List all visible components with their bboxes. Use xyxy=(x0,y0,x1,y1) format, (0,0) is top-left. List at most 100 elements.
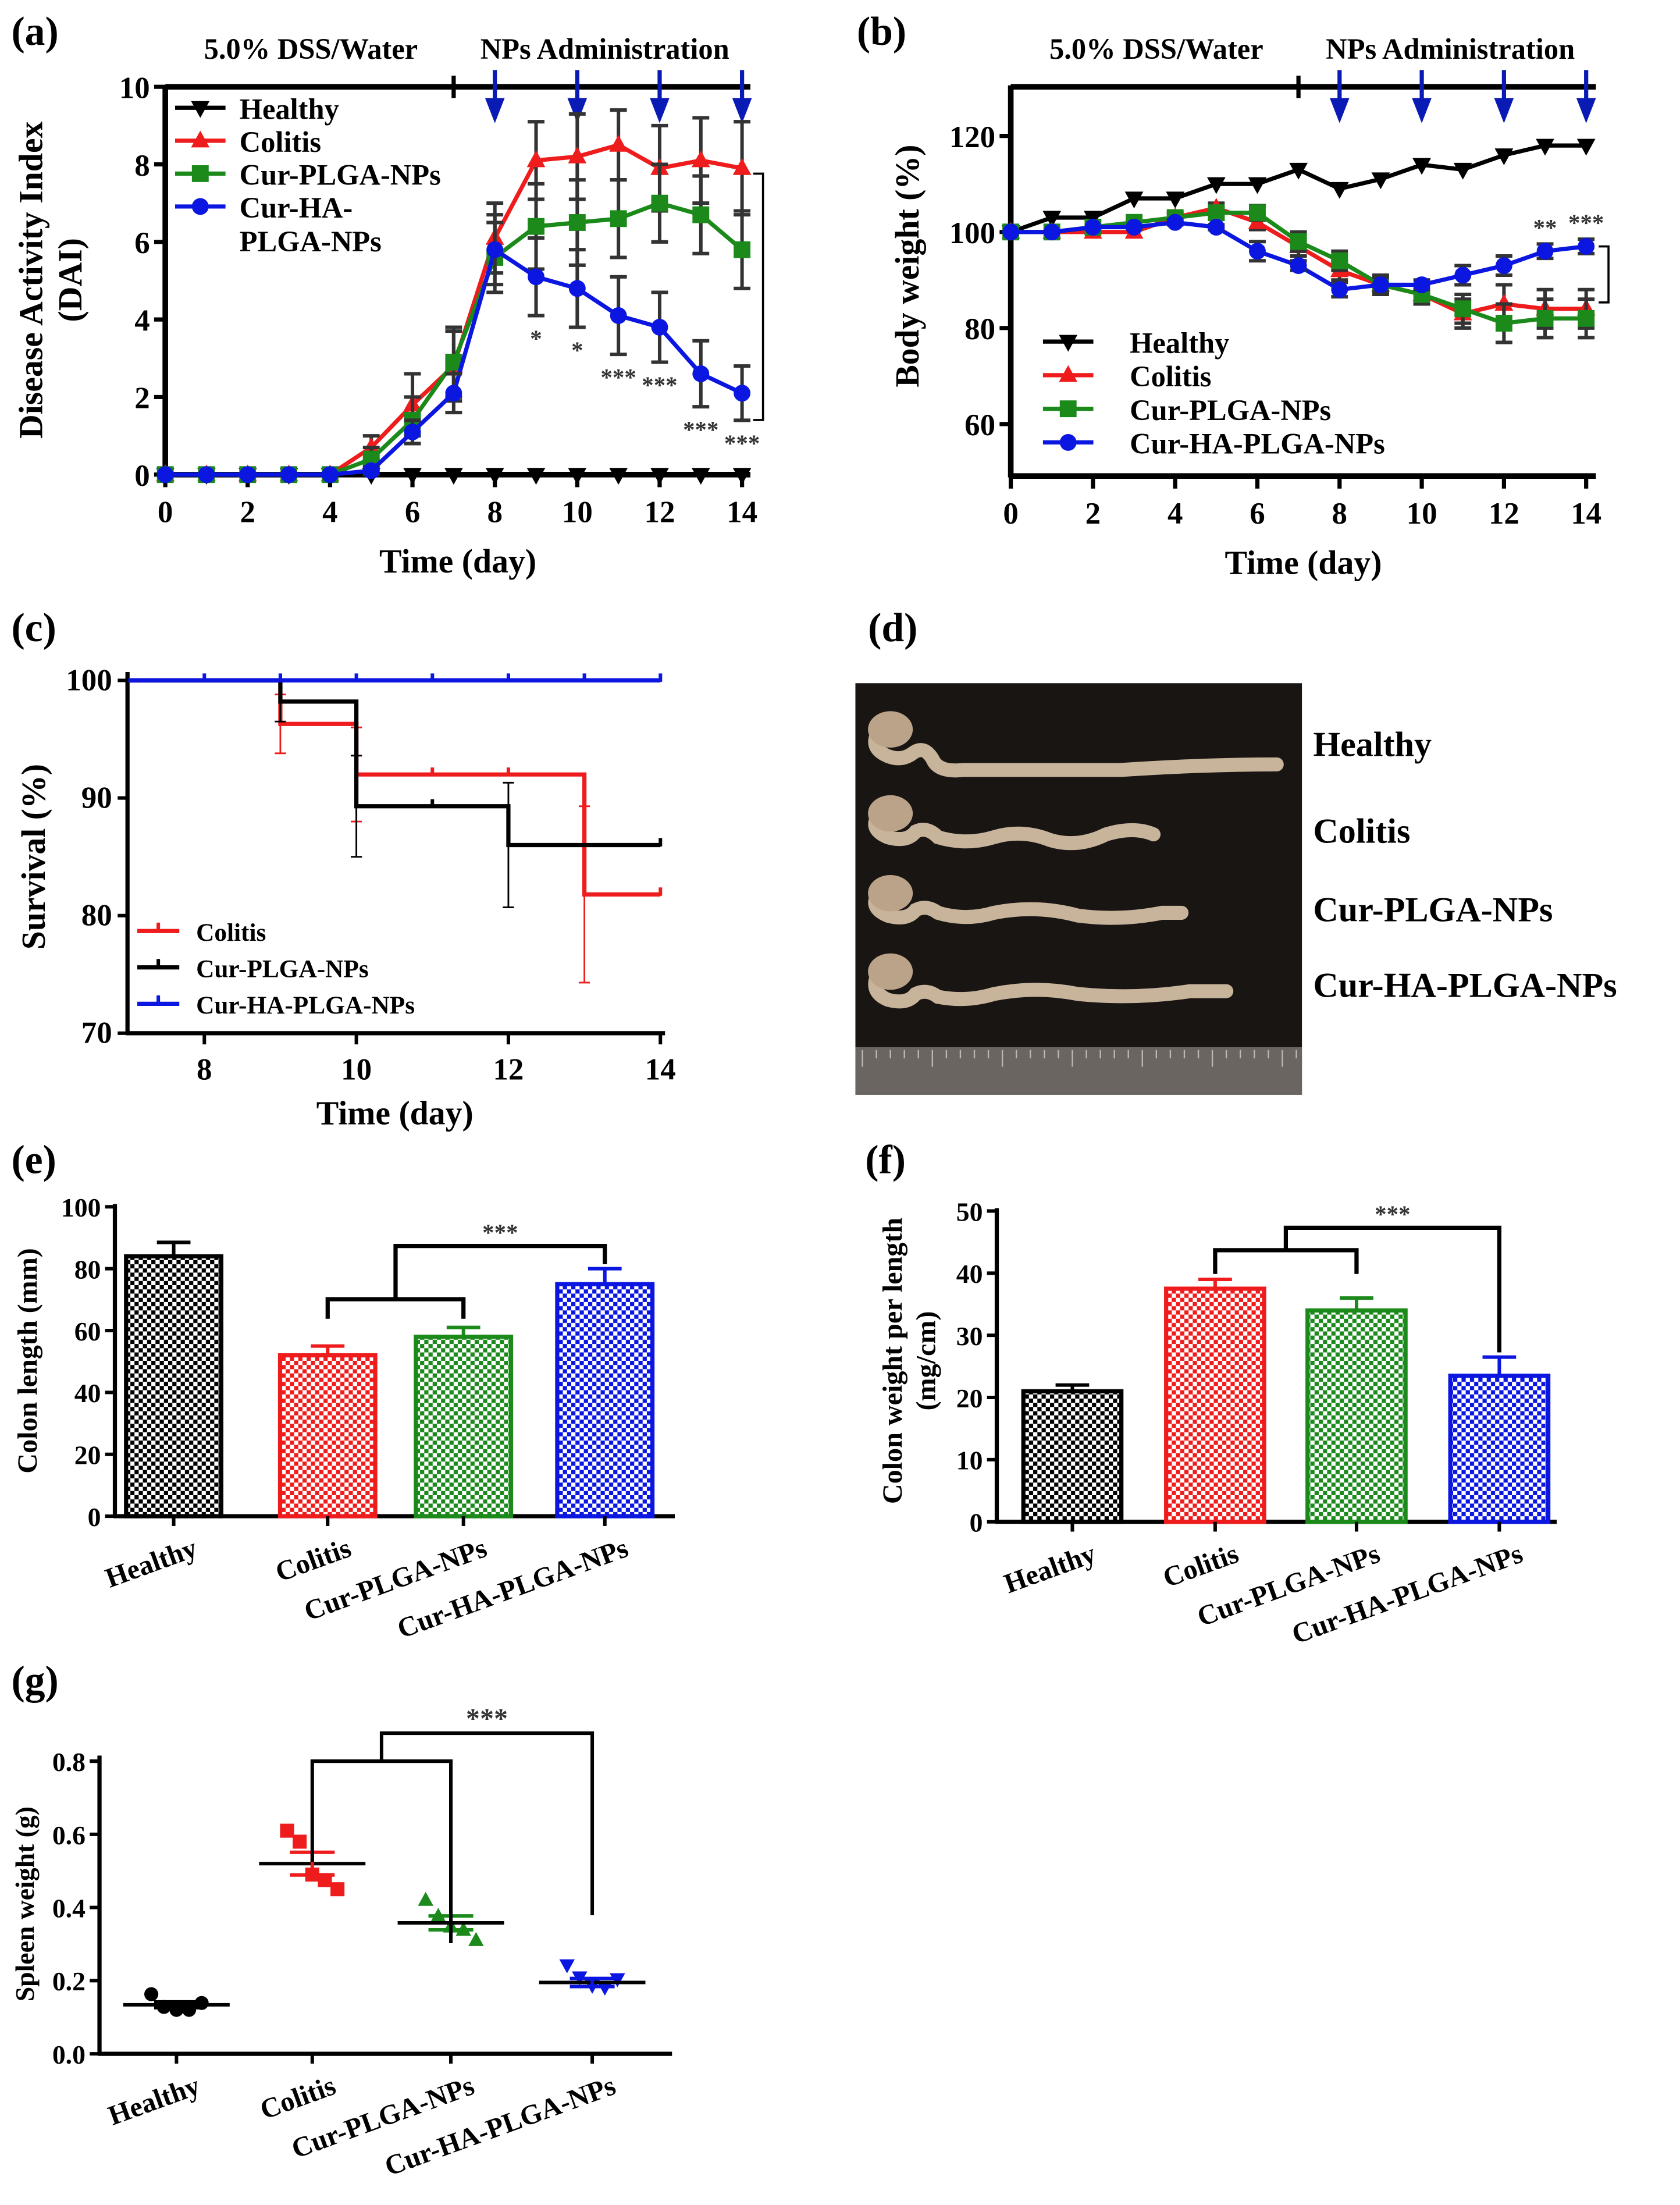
data-point xyxy=(1578,310,1595,327)
y-axis-label: Survival (%) xyxy=(16,764,52,949)
x-tick-label: 14 xyxy=(1571,497,1601,531)
data-point xyxy=(651,319,668,336)
x-tick-label: 0 xyxy=(158,496,173,529)
data-point xyxy=(1536,243,1554,260)
legend-item: Colitis xyxy=(175,126,321,158)
y-tick-label: 0 xyxy=(88,1502,101,1532)
panel-labels: (a) (b) (c) (d) (e) (f) (g) xyxy=(11,9,917,1703)
dss-label: 5.0% DSS/Water xyxy=(204,33,418,65)
data-point xyxy=(528,218,544,235)
significance-stars: *** xyxy=(1375,1201,1410,1228)
panel-label: (f) xyxy=(865,1138,906,1183)
bar xyxy=(1164,1286,1266,1524)
significance-stars: *** xyxy=(724,430,760,456)
arrow-head xyxy=(732,98,752,123)
panel-f-chart: 0 10 20 30 40 50 Colon weight per length (mg/cm… xyxy=(877,1197,1557,1650)
cecum xyxy=(868,711,913,748)
x-tick-label: 10 xyxy=(341,1052,372,1086)
legend-marker xyxy=(191,165,209,182)
significance-bracket xyxy=(753,172,764,421)
x-tick-label: 8 xyxy=(197,1052,212,1086)
x-tick-label: 8 xyxy=(1332,497,1347,531)
data-point xyxy=(144,1987,159,2001)
x-axis-label: Time (day) xyxy=(316,1095,474,1132)
y-tick-label: 8 xyxy=(134,149,150,183)
legend-item: Cur-PLGA-NPs xyxy=(137,955,369,983)
category-label: Cur-HA-PLGA-NPs xyxy=(1288,1538,1527,1651)
data-point xyxy=(559,1959,575,1973)
legend-item: Healthy xyxy=(175,93,339,126)
arrow-head xyxy=(1576,98,1596,123)
y-tick-label: 0.4 xyxy=(52,1893,86,1923)
data-point xyxy=(1494,148,1514,165)
colon-sample xyxy=(868,724,1284,778)
panel-label: (a) xyxy=(11,9,58,54)
data-point xyxy=(403,468,422,485)
y-tick-label: 0.6 xyxy=(52,1820,86,1850)
legend-marker xyxy=(1059,365,1078,382)
legend-label: Colitis xyxy=(196,919,266,947)
y-tick-label: 80 xyxy=(964,312,995,346)
category-label: Colitis xyxy=(272,1532,355,1588)
x-axis-label: Time (day) xyxy=(1225,545,1382,582)
x-tick-label: 14 xyxy=(645,1052,676,1086)
data-point xyxy=(528,268,544,286)
legend-item: Healthy xyxy=(1042,326,1229,359)
data-point xyxy=(362,462,380,479)
y-tick-label: 100 xyxy=(949,216,995,250)
y-tick-label: 30 xyxy=(956,1321,983,1351)
data-point xyxy=(691,150,710,168)
data-point xyxy=(1290,257,1307,274)
data-point xyxy=(526,468,546,485)
administration-arrow-icon xyxy=(567,70,588,123)
legend-label: Cur-PLGA-NPs xyxy=(240,159,441,191)
administration-label: NPs Administration xyxy=(1326,33,1575,65)
y-tick-label: 0 xyxy=(134,459,150,493)
legend-marker xyxy=(191,130,210,148)
data-point xyxy=(418,1891,433,1906)
x-tick-label: 6 xyxy=(405,496,420,529)
survival-step-line xyxy=(128,678,661,897)
dss-label: 5.0% DSS/Water xyxy=(1049,33,1263,65)
administration-arrow-icon xyxy=(1412,70,1432,123)
data-point xyxy=(732,468,752,485)
significance-bracket xyxy=(1599,245,1610,304)
significance-stars: *** xyxy=(642,372,677,398)
data-point xyxy=(692,206,710,223)
x-tick-label: 0 xyxy=(1003,497,1018,531)
panel-g-chart: 0.0 0.2 0.4 0.6 0.8 Spleen weight (g) Healthy C… xyxy=(10,1703,672,2182)
legend-item: Cur-PLGA-NPs xyxy=(1042,394,1331,426)
significance-stars: *** xyxy=(1568,210,1604,236)
x-axis-label: Time (day) xyxy=(379,543,536,580)
data-point xyxy=(330,1882,345,1897)
data-point xyxy=(1372,276,1389,293)
data-point xyxy=(1208,219,1225,236)
y-axis-label: Colon weight per length xyxy=(877,1218,908,1504)
bar xyxy=(1305,1308,1408,1524)
administration-arrow-icon xyxy=(1494,70,1514,123)
data-point xyxy=(692,365,710,382)
data-point xyxy=(321,466,339,483)
data-point xyxy=(1042,211,1062,228)
legend-item: Cur-HA-PLGA-NPs xyxy=(137,991,415,1019)
data-point xyxy=(1576,138,1596,156)
data-point xyxy=(485,468,504,485)
data-point xyxy=(1331,281,1348,298)
arrow-head xyxy=(1329,98,1350,123)
data-point xyxy=(1371,172,1390,190)
legend-item: Cur-PLGA-NPs xyxy=(175,159,441,191)
y-tick-label: 70 xyxy=(81,1016,112,1050)
panel-label: (b) xyxy=(857,9,906,54)
bar xyxy=(414,1335,514,1518)
data-point xyxy=(691,468,710,485)
colon-sample xyxy=(868,964,1234,1009)
data-point xyxy=(1453,162,1472,180)
sample-label: Cur-HA-PLGA-NPs xyxy=(1313,966,1617,1005)
y-tick-label: 0.2 xyxy=(52,1966,86,1996)
significance-stars: *** xyxy=(482,1219,518,1246)
data-point xyxy=(468,1932,484,1946)
x-tick-label: 8 xyxy=(487,496,502,529)
x-tick-label: 10 xyxy=(1407,497,1437,531)
panel-b-chart: 5.0% DSS/Water NPs Administration60801001… xyxy=(889,33,1610,582)
x-tick-label: 4 xyxy=(322,496,337,529)
